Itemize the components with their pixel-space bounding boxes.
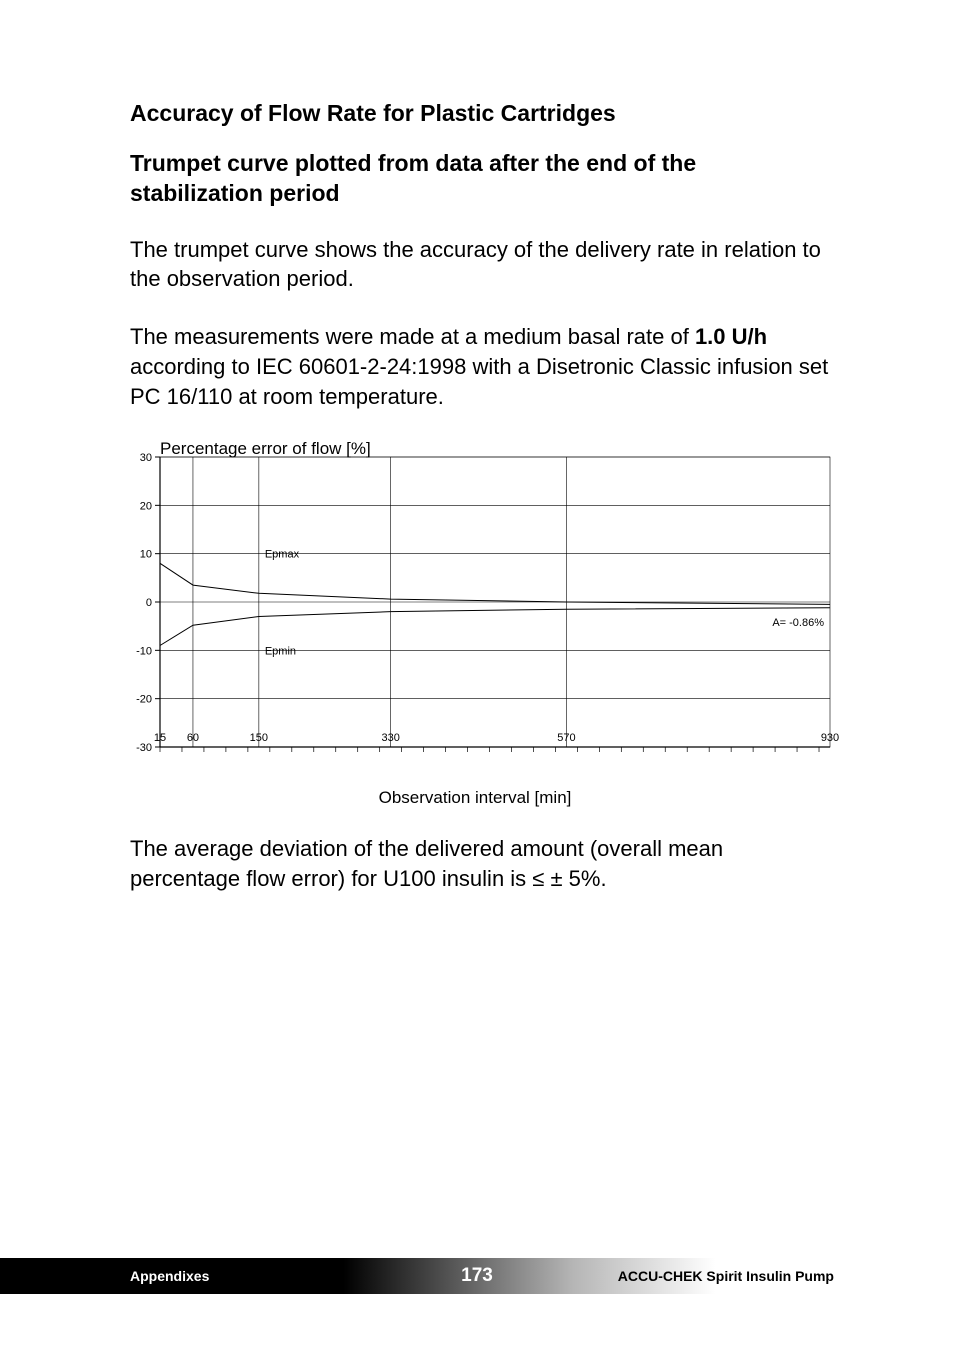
- svg-text:-20: -20: [136, 694, 152, 706]
- svg-text:930: 930: [821, 732, 839, 744]
- svg-text:15: 15: [154, 732, 166, 744]
- svg-text:-30: -30: [136, 742, 152, 754]
- svg-text:60: 60: [187, 732, 199, 744]
- svg-text:-10: -10: [136, 646, 152, 658]
- svg-text:10: 10: [140, 549, 152, 561]
- page: Accuracy of Flow Rate for Plastic Cartri…: [0, 0, 954, 1354]
- footer-product: ACCU-CHEK Spirit Insulin Pump: [618, 1268, 834, 1284]
- page-subtitle: Trumpet curve plotted from data after th…: [130, 149, 830, 209]
- paragraph-1: The trumpet curve shows the accuracy of …: [130, 235, 830, 294]
- chart-svg: -30 -20 -10 0 10 20 30 15 60 150 330 570 930 Epmax Epm…: [120, 439, 840, 779]
- y-axis-title: Percentage error of flow [%]: [160, 439, 371, 459]
- x-axis-title: Observation interval [min]: [120, 788, 830, 808]
- svg-text:30: 30: [140, 452, 152, 464]
- paragraph-2-bold: 1.0 U/h: [695, 324, 767, 349]
- svg-text:Epmax: Epmax: [265, 549, 300, 561]
- trumpet-chart: Percentage error of flow [%] -30 -20 -10 0 1…: [120, 439, 830, 808]
- svg-text:330: 330: [381, 732, 399, 744]
- paragraph-2c: according to IEC 60601-2-24:1998 with a …: [130, 354, 828, 409]
- svg-text:Epmin: Epmin: [265, 646, 296, 658]
- svg-text:20: 20: [140, 501, 152, 513]
- svg-text:150: 150: [250, 732, 268, 744]
- page-title: Accuracy of Flow Rate for Plastic Cartri…: [130, 100, 830, 127]
- paragraph-3: The average deviation of the delivered a…: [130, 834, 830, 893]
- paragraph-2a: The measurements were made at a medium b…: [130, 324, 695, 349]
- footer-bar: Appendixes 173 ACCU-CHEK Spirit Insulin …: [0, 1258, 954, 1294]
- svg-text:A= -0.86%: A= -0.86%: [772, 617, 824, 629]
- paragraph-2: The measurements were made at a medium b…: [130, 322, 830, 411]
- content-area: Accuracy of Flow Rate for Plastic Cartri…: [130, 100, 830, 922]
- svg-text:0: 0: [146, 597, 152, 609]
- svg-text:570: 570: [557, 732, 575, 744]
